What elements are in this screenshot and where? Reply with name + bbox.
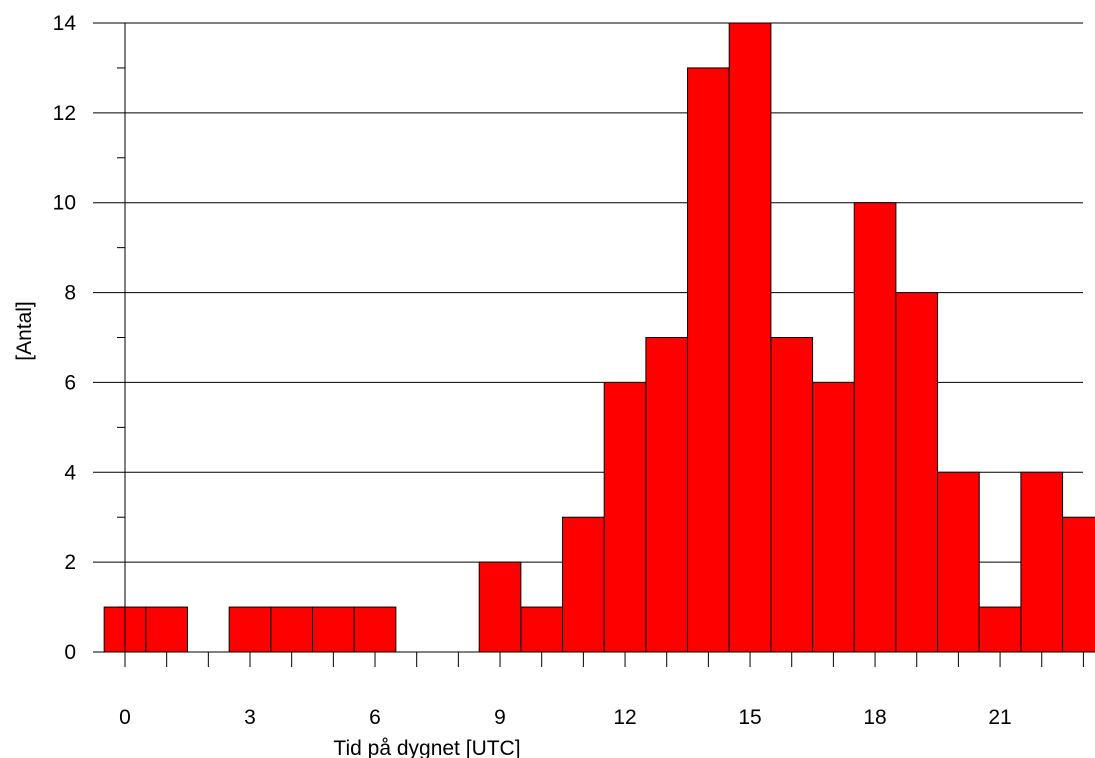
bar bbox=[1020, 471, 1064, 653]
y-tick-label: 14 bbox=[53, 12, 77, 35]
bar bbox=[1062, 516, 1095, 653]
y-tick-label: 6 bbox=[64, 371, 76, 394]
gridlines bbox=[93, 22, 1083, 653]
x-tick-label: 21 bbox=[988, 706, 1011, 729]
bar bbox=[520, 606, 564, 653]
bar bbox=[728, 22, 772, 653]
x-tick-label: 12 bbox=[613, 706, 636, 729]
x-axis-label: Tid på dygnet [UTC] bbox=[333, 737, 520, 758]
x-tick-label: 0 bbox=[119, 706, 131, 729]
y-tick-label: 8 bbox=[64, 282, 76, 305]
bar bbox=[228, 606, 272, 653]
x-tick-label: 6 bbox=[369, 706, 381, 729]
bar bbox=[270, 606, 314, 653]
bar bbox=[645, 337, 689, 653]
ticks: 0 2 4 6 8 10 12 14 0 3 6 9 12 15 18 21 bbox=[53, 12, 1084, 729]
y-axis-label: [Antal] bbox=[13, 301, 36, 361]
y-tick-label: 12 bbox=[53, 102, 76, 125]
x-tick-label: 3 bbox=[244, 706, 256, 729]
x-tick-label: 15 bbox=[738, 706, 761, 729]
bar bbox=[562, 516, 605, 653]
y-tick-label: 0 bbox=[64, 641, 76, 664]
bar bbox=[603, 381, 647, 653]
x-tick-label: 9 bbox=[494, 706, 506, 729]
bar bbox=[145, 606, 189, 653]
x-tick-label: 18 bbox=[863, 706, 886, 729]
y-tick-label: 2 bbox=[64, 551, 76, 574]
bar bbox=[312, 606, 355, 653]
y-tick-label: 10 bbox=[53, 192, 76, 215]
bar bbox=[687, 67, 730, 653]
bar bbox=[770, 337, 814, 653]
bar bbox=[895, 292, 939, 653]
bar bbox=[853, 202, 897, 653]
bar bbox=[353, 606, 397, 653]
bars bbox=[103, 22, 1095, 653]
bar bbox=[812, 381, 855, 653]
bar bbox=[937, 471, 980, 653]
y-tick-label: 4 bbox=[64, 461, 76, 484]
bar bbox=[478, 561, 522, 653]
bar bbox=[978, 606, 1022, 653]
